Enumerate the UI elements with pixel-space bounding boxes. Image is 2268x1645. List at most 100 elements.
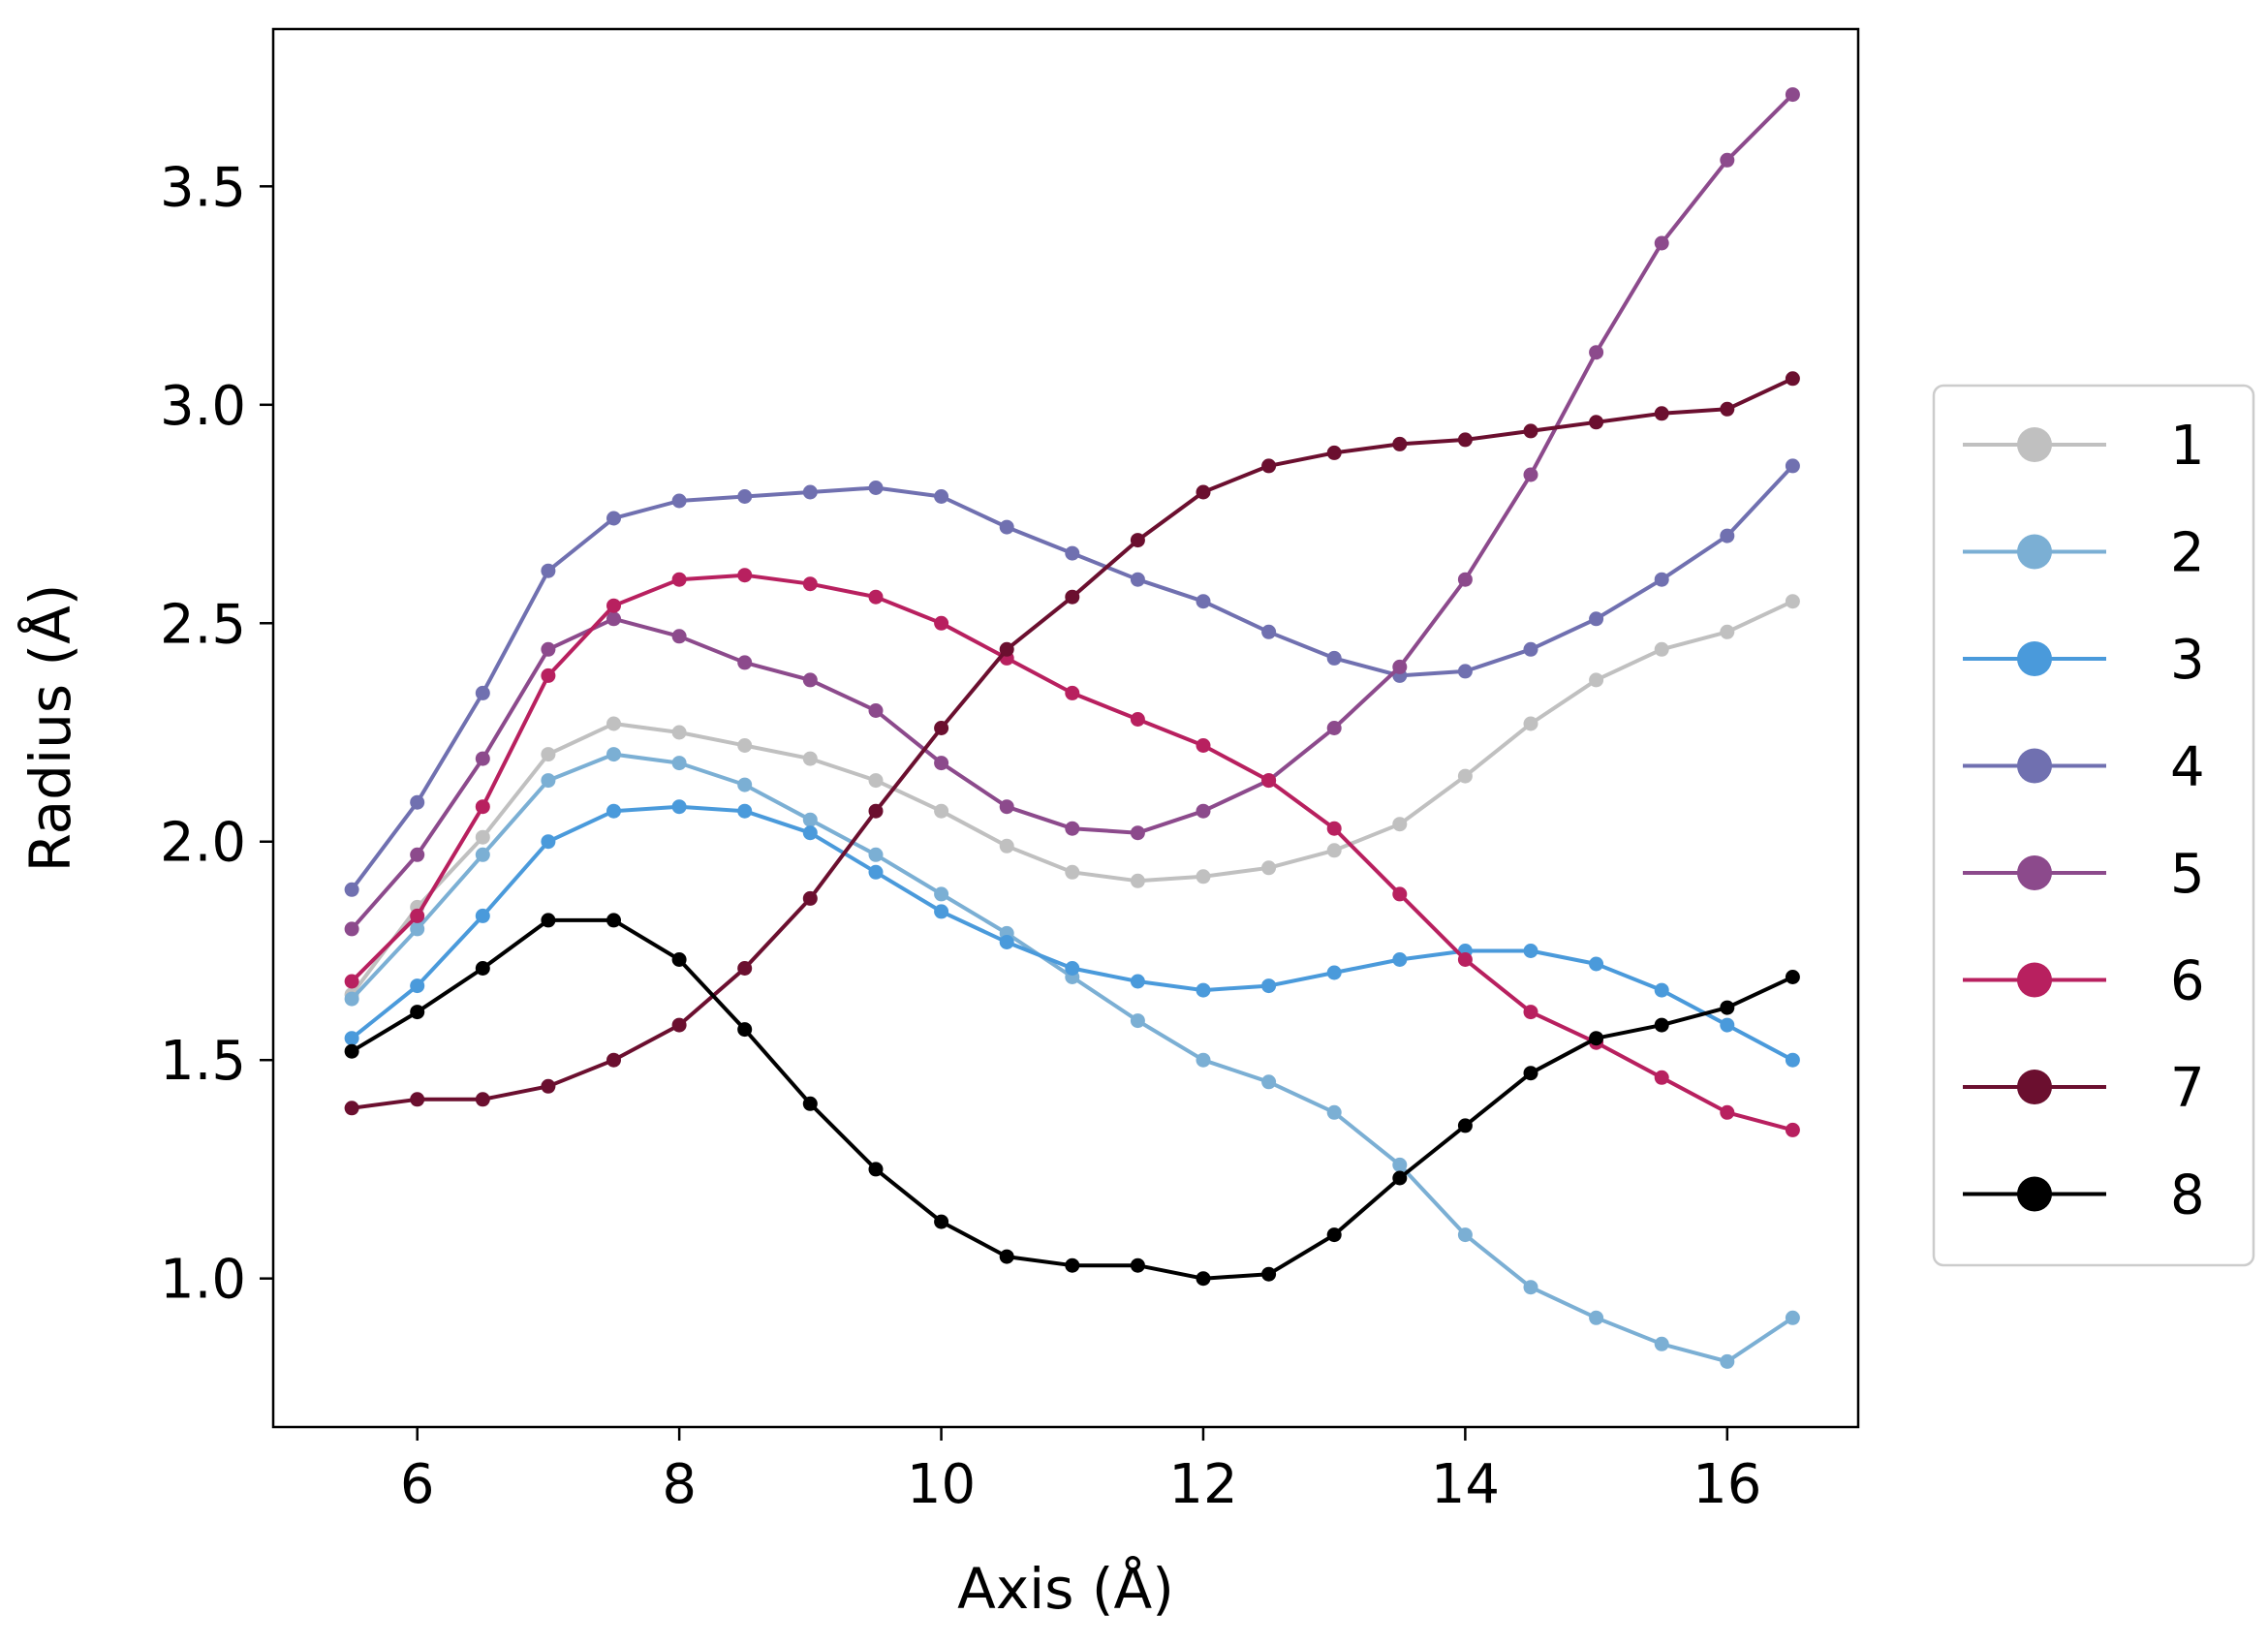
data-point xyxy=(1523,716,1538,731)
legend-label: 1 xyxy=(2170,415,2205,478)
legend-marker xyxy=(2017,534,2052,570)
data-point xyxy=(410,1005,425,1020)
data-point xyxy=(737,738,753,753)
legend-item: 3 xyxy=(1963,629,2205,692)
data-point xyxy=(1130,1013,1145,1029)
data-point xyxy=(1065,685,1080,700)
data-point xyxy=(1523,1005,1538,1020)
legend-label: 2 xyxy=(2170,522,2205,585)
data-point xyxy=(606,716,621,731)
data-point xyxy=(1196,982,1211,998)
x-tick-label: 16 xyxy=(1693,1453,1761,1516)
data-point xyxy=(1130,974,1145,989)
data-point xyxy=(868,703,884,718)
data-point xyxy=(1457,432,1473,448)
y-tick-label: 3.5 xyxy=(160,156,246,219)
data-point xyxy=(1457,952,1473,967)
data-point xyxy=(541,641,556,657)
legend-item: 6 xyxy=(1963,950,2205,1013)
legend-label: 6 xyxy=(2170,950,2205,1013)
data-point xyxy=(999,799,1014,815)
data-point xyxy=(1130,712,1145,727)
data-point xyxy=(1326,650,1342,666)
y-tick-label: 1.0 xyxy=(160,1249,246,1312)
data-point xyxy=(1589,1031,1604,1046)
data-point xyxy=(737,568,753,583)
data-point xyxy=(475,685,490,700)
data-point xyxy=(541,667,556,683)
data-point xyxy=(868,864,884,880)
data-point xyxy=(1720,1000,1735,1015)
data-point xyxy=(475,961,490,976)
data-point xyxy=(606,747,621,762)
data-point xyxy=(1196,1271,1211,1287)
data-point xyxy=(868,847,884,862)
data-point xyxy=(541,1078,556,1094)
data-point xyxy=(802,672,818,688)
data-point xyxy=(1130,825,1145,841)
data-point xyxy=(541,563,556,578)
data-point xyxy=(1720,1104,1735,1120)
data-point xyxy=(1261,624,1277,639)
data-point xyxy=(1785,1122,1800,1137)
data-point xyxy=(410,794,425,810)
data-point xyxy=(1785,970,1800,984)
data-point xyxy=(999,1249,1014,1264)
data-point xyxy=(737,1022,753,1038)
data-point xyxy=(1720,1353,1735,1369)
data-point xyxy=(1654,572,1669,587)
data-point xyxy=(934,904,949,919)
legend-item: 2 xyxy=(1963,522,2205,585)
x-tick-label: 8 xyxy=(662,1453,697,1516)
data-point xyxy=(1261,1074,1277,1090)
legend-item: 1 xyxy=(1963,415,2205,478)
data-point xyxy=(1654,235,1669,251)
data-point xyxy=(868,481,884,495)
data-point xyxy=(1326,445,1342,460)
data-point xyxy=(737,777,753,792)
data-point xyxy=(1589,956,1604,972)
data-point xyxy=(344,921,359,937)
data-point xyxy=(802,751,818,766)
data-point xyxy=(410,921,425,937)
data-point xyxy=(671,756,687,771)
data-point xyxy=(1785,1310,1800,1325)
data-point xyxy=(1196,484,1211,500)
data-point xyxy=(1523,944,1538,958)
data-point xyxy=(1720,401,1735,417)
data-point xyxy=(868,773,884,789)
data-point xyxy=(606,1052,621,1068)
legend-item: 8 xyxy=(1963,1164,2205,1227)
data-point xyxy=(671,725,687,740)
data-point xyxy=(1326,1227,1342,1243)
data-point xyxy=(802,812,818,827)
data-point xyxy=(1392,436,1408,451)
legend-label: 5 xyxy=(2170,843,2205,906)
data-point xyxy=(1654,641,1669,657)
data-point xyxy=(1065,864,1080,880)
legend-label: 7 xyxy=(2170,1057,2205,1120)
series-8 xyxy=(344,913,1800,1287)
legend-marker xyxy=(2017,1176,2052,1212)
legend-marker xyxy=(2017,1070,2052,1104)
legend-label: 4 xyxy=(2170,736,2205,799)
data-point xyxy=(1130,572,1145,587)
data-point xyxy=(671,629,687,644)
data-point xyxy=(1065,589,1080,605)
data-point xyxy=(606,803,621,819)
data-point xyxy=(1457,1227,1473,1243)
data-point xyxy=(1589,611,1604,627)
data-point xyxy=(802,1096,818,1111)
data-point xyxy=(1654,1336,1669,1351)
y-tick-label: 1.5 xyxy=(160,1030,246,1093)
data-point xyxy=(802,576,818,592)
data-point xyxy=(1130,873,1145,888)
data-point xyxy=(671,572,687,587)
data-point xyxy=(1392,659,1408,674)
data-point xyxy=(1065,1257,1080,1273)
x-axis-label: Axis (Å) xyxy=(957,1555,1174,1622)
data-point xyxy=(999,838,1014,854)
y-tick-label: 2.0 xyxy=(160,812,246,875)
data-point xyxy=(671,1017,687,1033)
data-point xyxy=(1589,672,1604,688)
